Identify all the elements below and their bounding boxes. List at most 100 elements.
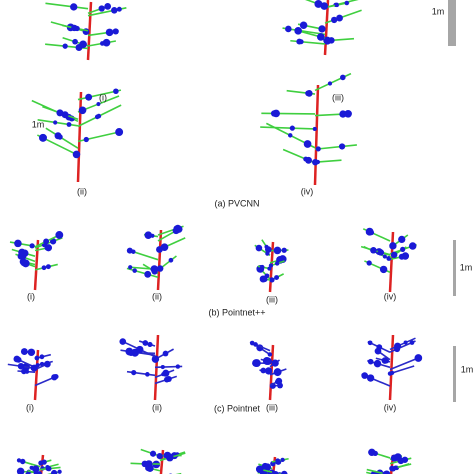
fruit-points (389, 465, 395, 472)
fruit-points (344, 0, 350, 6)
fruit-points (273, 246, 282, 255)
fruit-points (145, 460, 153, 468)
fruit-points (105, 28, 114, 37)
fruit-points (54, 132, 62, 140)
fruit-points (314, 0, 323, 8)
fruit-points (303, 156, 309, 162)
fruit-points (289, 125, 295, 131)
scale-bar (453, 346, 456, 402)
scale-label: 1m (32, 119, 45, 129)
caption: (a) PVCNN (214, 198, 259, 208)
fruit-points (162, 369, 170, 377)
fruit-points (104, 3, 112, 10)
fruit-points (409, 243, 415, 249)
fruit-points (370, 247, 377, 254)
branch-points (33, 239, 40, 291)
fruit-points (344, 109, 352, 118)
fruit-points (366, 374, 375, 382)
fruit-points (390, 251, 398, 259)
fruit-points (270, 460, 276, 467)
fruit-points (160, 364, 165, 370)
fruit-points (389, 242, 397, 250)
fruit-points (400, 246, 406, 252)
fruit-points (318, 25, 326, 33)
fruit-points (382, 254, 387, 259)
subfig-label: (i) (27, 291, 35, 301)
fruit-points (264, 367, 273, 375)
fruit-points (269, 277, 275, 283)
subfig-label: (i) (99, 92, 107, 102)
fruit-points (147, 341, 153, 348)
fruit-points (373, 359, 382, 368)
fruit-points (249, 340, 255, 346)
fruit-points (168, 257, 174, 263)
fruit-points (336, 14, 343, 22)
fruit-points (394, 342, 402, 350)
fruit-points (142, 340, 149, 346)
fruit-points (338, 143, 346, 150)
fruit-points (33, 470, 39, 474)
fruit-points (294, 27, 302, 35)
fruit-points (278, 255, 287, 264)
fruit-points (280, 457, 285, 463)
fruit-points (398, 253, 405, 260)
branch-points (290, 39, 326, 45)
fruit-points (72, 38, 78, 45)
fruit-points (71, 24, 78, 32)
fruit-points (156, 265, 164, 272)
fruit-points (312, 158, 319, 166)
fruit-points (149, 450, 157, 457)
subfig-label: (ii) (152, 291, 162, 301)
fruit-points (41, 265, 47, 271)
fruit-points (252, 359, 261, 367)
fruit-points (390, 370, 395, 376)
fruit-points (259, 275, 267, 283)
fruit-points (409, 340, 415, 345)
fruit-points (288, 133, 293, 138)
fruit-points (24, 369, 30, 374)
fruit-points (367, 358, 374, 365)
fruit-points (17, 362, 25, 370)
fruit-points (274, 379, 280, 385)
fruit-points (85, 93, 93, 101)
fruit-points (145, 372, 150, 377)
fruit-points (144, 270, 152, 278)
fruit-points (398, 235, 406, 244)
branch-points (366, 468, 390, 474)
fruit-points (156, 246, 163, 253)
fruit-points (281, 470, 288, 474)
fruit-points (361, 372, 369, 379)
fruit-points (94, 114, 100, 120)
fruit-points (403, 340, 408, 345)
fruit-points (96, 101, 101, 107)
fruit-points (298, 39, 304, 45)
fruit-points (131, 369, 137, 376)
fruit-points (316, 33, 325, 41)
fruit-points (61, 111, 69, 119)
fruit-points (367, 340, 373, 346)
scale-label: 1m (461, 364, 474, 374)
fruit-points (119, 338, 127, 345)
subfig-label: (iii) (266, 294, 278, 304)
fruit-points (340, 74, 346, 81)
fruit-points (299, 21, 308, 30)
fruit-points (268, 263, 274, 268)
fruit-points (102, 38, 111, 47)
branch-points (388, 334, 395, 401)
subfig-label: (ii) (77, 186, 87, 196)
fruit-points (267, 266, 272, 271)
fruit-points (166, 454, 173, 461)
branch-points (388, 231, 395, 293)
fruit-points (263, 463, 272, 471)
branch-points (323, 0, 330, 56)
fruit-points (45, 264, 51, 270)
fruit-points (136, 345, 144, 354)
fruit-points (49, 238, 57, 245)
fruit-points (83, 136, 89, 143)
subfig-label: (iv) (301, 186, 314, 196)
fruit-points (259, 264, 265, 270)
fruit-points (41, 459, 47, 465)
fruit-points (53, 373, 59, 380)
fruit-points (255, 244, 263, 252)
fruit-points (267, 352, 273, 357)
